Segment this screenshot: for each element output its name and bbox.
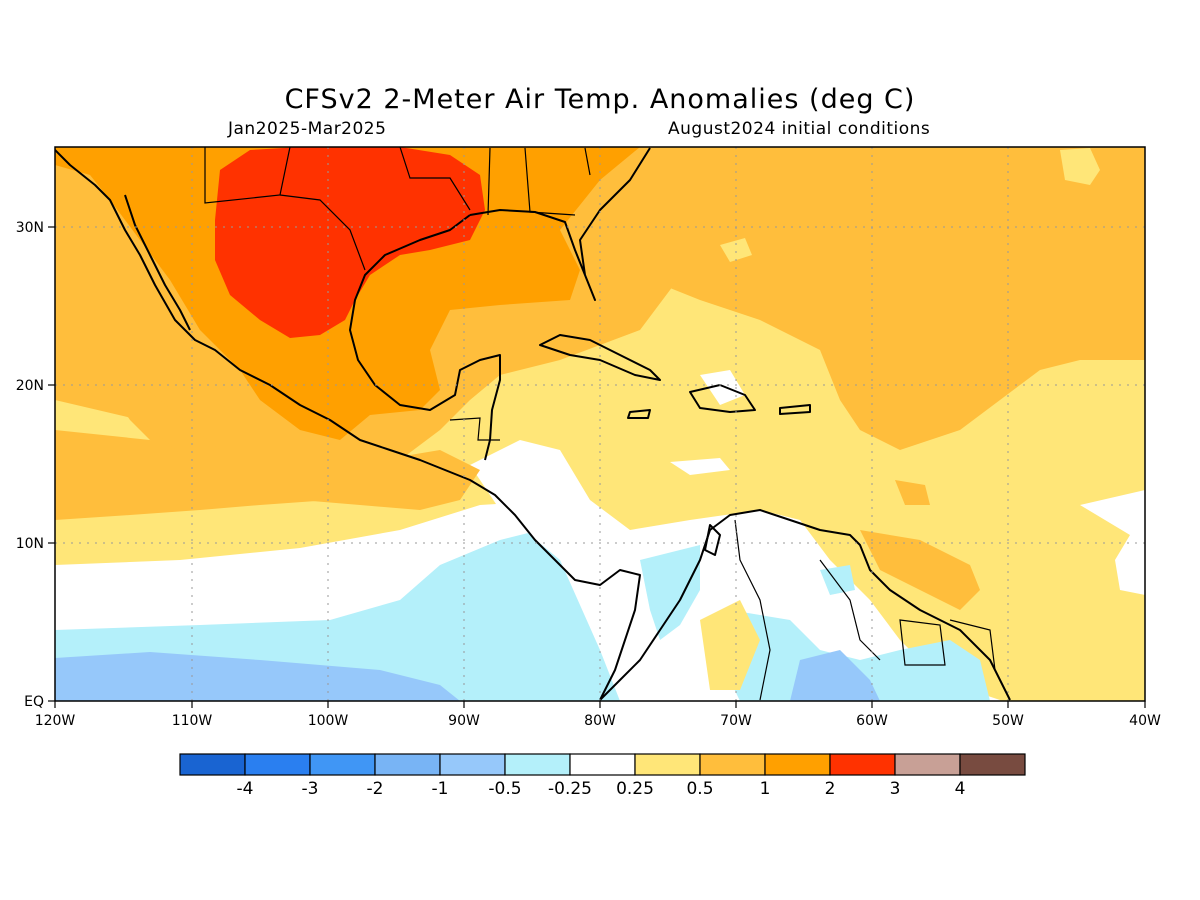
lon-label-80w: 80W [584, 713, 616, 729]
colorbar-swatch [439, 753, 506, 776]
initial-conditions: August2024 initial conditions [668, 119, 931, 139]
colorbar-label: 4 [955, 779, 966, 799]
colorbar-label: 3 [890, 779, 901, 799]
colorbar-label: -4 [237, 779, 254, 799]
lon-label-60w: 60W [856, 713, 888, 729]
lon-label-120w: 120W [35, 713, 76, 729]
colorbar-swatch [374, 753, 441, 776]
colorbar-label: -3 [302, 779, 319, 799]
colorbar-swatch [179, 753, 246, 776]
forecast-period: Jan2025-Mar2025 [228, 119, 387, 139]
country-borders-layer [204, 147, 996, 701]
colorbar-swatch [504, 753, 571, 776]
lon-label-90w: 90W [448, 713, 480, 729]
lon-label-110w: 110W [172, 713, 213, 729]
lat-label-10n: 10N [16, 536, 44, 552]
anomaly-fill-layer [55, 147, 1145, 701]
lat-label-20n: 20N [16, 378, 44, 394]
colorbar-swatch [764, 753, 831, 776]
colorbar-swatch [244, 753, 311, 776]
colorbar-swatch [959, 753, 1026, 776]
lon-label-100w: 100W [308, 713, 349, 729]
colorbar-swatch [309, 753, 376, 776]
gridlines [55, 147, 1145, 701]
colorbar-swatch [894, 753, 961, 776]
colorbar-swatch [699, 753, 766, 776]
axis-ticks [48, 226, 1146, 708]
colorbar-swatch [569, 753, 636, 776]
colorbar-swatch [634, 753, 701, 776]
colorbar-label: 1 [760, 779, 771, 799]
colorbar-swatch [829, 753, 896, 776]
lat-label-30n: 30N [16, 220, 44, 236]
colorbar-label: -1 [432, 779, 449, 799]
lon-label-70w: 70W [720, 713, 752, 729]
colorbar-label: 0.5 [686, 779, 713, 799]
coastlines-layer [55, 147, 1011, 701]
colorbar-label: 0.25 [616, 779, 654, 799]
colorbar: -4 -3 -2 -1 -0.5 -0.25 0.25 0.5 1 2 3 4 [179, 753, 1026, 799]
colorbar-label: -2 [367, 779, 384, 799]
colorbar-label: 2 [825, 779, 836, 799]
lon-label-50w: 50W [992, 713, 1024, 729]
map-title: CFSv2 2-Meter Air Temp. Anomalies (deg C… [284, 84, 916, 115]
colorbar-label: -0.5 [488, 779, 521, 799]
lat-label-eq: EQ [24, 694, 44, 710]
lon-label-40w: 40W [1129, 713, 1161, 729]
colorbar-label: -0.25 [548, 779, 592, 799]
